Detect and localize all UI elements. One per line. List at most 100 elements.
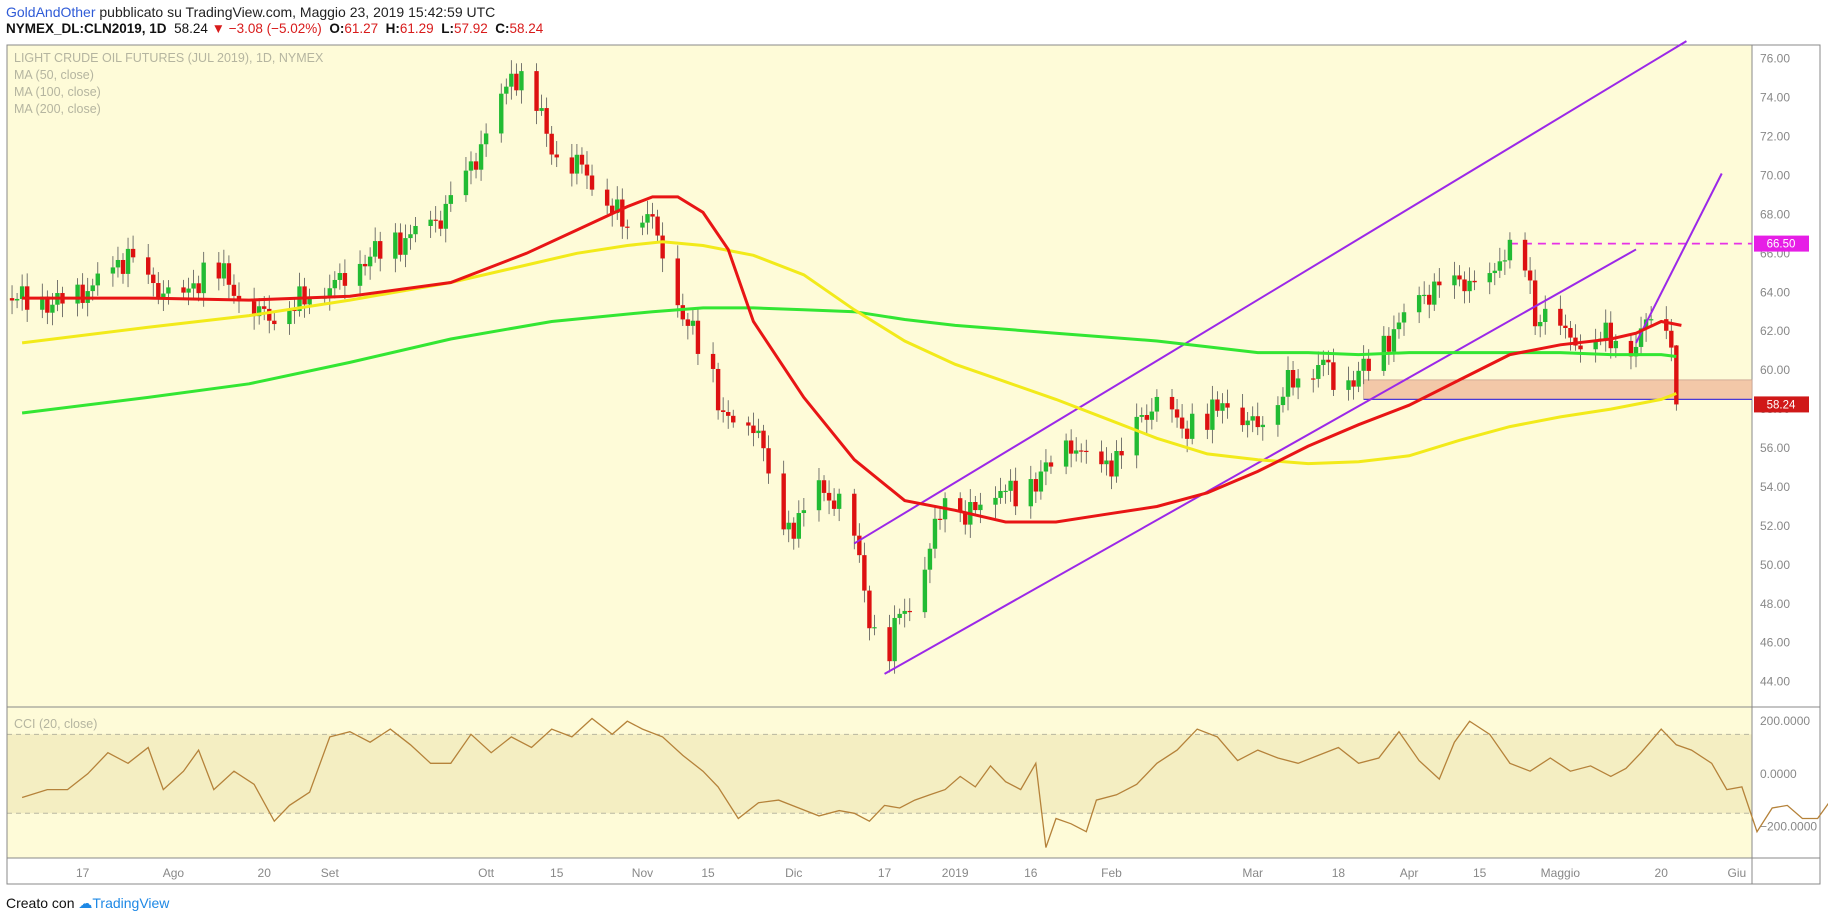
cci-tick-label: 200.0000 bbox=[1760, 714, 1810, 728]
low-value: 57.92 bbox=[453, 21, 488, 36]
candle-body bbox=[544, 108, 549, 134]
publication-header: GoldAndOther pubblicato su TradingView.c… bbox=[6, 4, 495, 20]
candle-body bbox=[1396, 322, 1402, 330]
candle-body bbox=[478, 144, 484, 170]
candle-body bbox=[1169, 396, 1175, 410]
candle-body bbox=[1295, 378, 1301, 388]
candle-body bbox=[1114, 450, 1119, 477]
candle-body bbox=[1432, 281, 1437, 305]
candle-body bbox=[463, 170, 469, 196]
price-tick-label: 44.00 bbox=[1760, 675, 1790, 689]
candle-body bbox=[448, 195, 454, 204]
candle-body bbox=[1507, 239, 1513, 261]
candle-body bbox=[821, 480, 827, 493]
time-tick-label: Set bbox=[321, 866, 340, 880]
candle-body bbox=[196, 283, 201, 294]
candle-body bbox=[499, 93, 504, 134]
candle-body bbox=[604, 189, 610, 206]
candle-body bbox=[1613, 340, 1619, 349]
candle-body bbox=[216, 262, 222, 279]
candle-body bbox=[1497, 261, 1503, 271]
support-zone bbox=[1363, 379, 1753, 400]
candle-body bbox=[1558, 308, 1563, 326]
close-label: C: bbox=[495, 21, 510, 36]
candle-body bbox=[751, 425, 756, 434]
candle-body bbox=[746, 422, 751, 426]
candle-body bbox=[1073, 450, 1079, 454]
candle-body bbox=[1079, 450, 1084, 452]
candle-body bbox=[1245, 420, 1250, 426]
candle-body bbox=[393, 232, 398, 259]
candle-body bbox=[438, 220, 443, 229]
candle-body bbox=[302, 286, 307, 305]
candle-body bbox=[1063, 440, 1069, 467]
time-tick-label: Ago bbox=[163, 866, 185, 880]
cci-title: CCI (20, close) bbox=[14, 717, 97, 731]
candle-body bbox=[1033, 479, 1039, 492]
candle-body bbox=[1326, 359, 1331, 363]
candle-body bbox=[342, 273, 348, 286]
candle-body bbox=[95, 273, 100, 286]
candle-body bbox=[307, 298, 312, 305]
candle-body bbox=[1427, 294, 1432, 305]
candle-body bbox=[1351, 380, 1356, 387]
high-value: 61.29 bbox=[399, 21, 434, 36]
candle-body bbox=[181, 287, 186, 293]
candle-body bbox=[1134, 416, 1139, 456]
candle-body bbox=[534, 71, 539, 111]
price-tick-label: 64.00 bbox=[1760, 285, 1790, 299]
time-tick-label: 15 bbox=[550, 866, 564, 880]
candle-body bbox=[251, 301, 257, 317]
candle-body bbox=[1543, 308, 1548, 322]
plot-background bbox=[7, 45, 1752, 858]
candle-body bbox=[1316, 365, 1321, 379]
cci-band-fill bbox=[7, 734, 1752, 814]
chart-title: LIGHT CRUDE OIL FUTURES (JUL 2019), 1D, … bbox=[14, 51, 324, 65]
candle-body bbox=[337, 273, 343, 280]
price-tick-label: 68.00 bbox=[1760, 207, 1790, 221]
candle-body bbox=[887, 627, 892, 662]
candle-body bbox=[1154, 396, 1160, 412]
candle-body bbox=[892, 617, 897, 662]
candle-body bbox=[146, 257, 151, 275]
author-link[interactable]: GoldAndOther bbox=[6, 4, 96, 20]
candle-body bbox=[287, 309, 292, 325]
candle-body bbox=[993, 497, 998, 505]
candle-body bbox=[1321, 359, 1326, 366]
price-tick-label: 72.00 bbox=[1760, 130, 1790, 144]
candle-body bbox=[902, 610, 907, 614]
candle-body bbox=[1593, 340, 1598, 350]
candle-body bbox=[398, 232, 403, 255]
channel-upper-line bbox=[853, 40, 1687, 545]
candle-body bbox=[1648, 319, 1654, 321]
candle-body bbox=[1391, 329, 1397, 352]
candle-body bbox=[226, 263, 232, 285]
candle-body bbox=[791, 522, 796, 539]
candle-body bbox=[1220, 403, 1225, 411]
candle-body bbox=[40, 296, 45, 310]
candle-body bbox=[831, 500, 837, 509]
candle-body bbox=[332, 279, 338, 289]
candle-body bbox=[1674, 345, 1679, 405]
cci-tick-label: 0.0000 bbox=[1760, 767, 1797, 781]
candle-body bbox=[1038, 471, 1044, 492]
candle-body bbox=[1361, 358, 1366, 371]
channel-mid-line bbox=[1635, 173, 1723, 344]
candle-body bbox=[761, 430, 766, 449]
candle-body bbox=[852, 493, 857, 536]
candle-body bbox=[695, 320, 701, 354]
candle-body bbox=[130, 248, 136, 258]
candle-body bbox=[1013, 480, 1018, 507]
candle-body bbox=[680, 305, 686, 320]
candle-body bbox=[1331, 362, 1336, 390]
candle-body bbox=[862, 555, 867, 591]
price-tick-label: 46.00 bbox=[1760, 636, 1790, 650]
candle-body bbox=[640, 222, 645, 228]
candle-body bbox=[161, 293, 166, 299]
candle-body bbox=[1452, 275, 1457, 286]
price-chart[interactable]: 76.0074.0072.0070.0068.0066.0064.0062.00… bbox=[0, 0, 1828, 890]
tradingview-link[interactable]: TradingView bbox=[92, 895, 170, 911]
candle-body bbox=[867, 590, 872, 629]
candle-body bbox=[801, 510, 807, 514]
candle-body bbox=[720, 410, 726, 412]
